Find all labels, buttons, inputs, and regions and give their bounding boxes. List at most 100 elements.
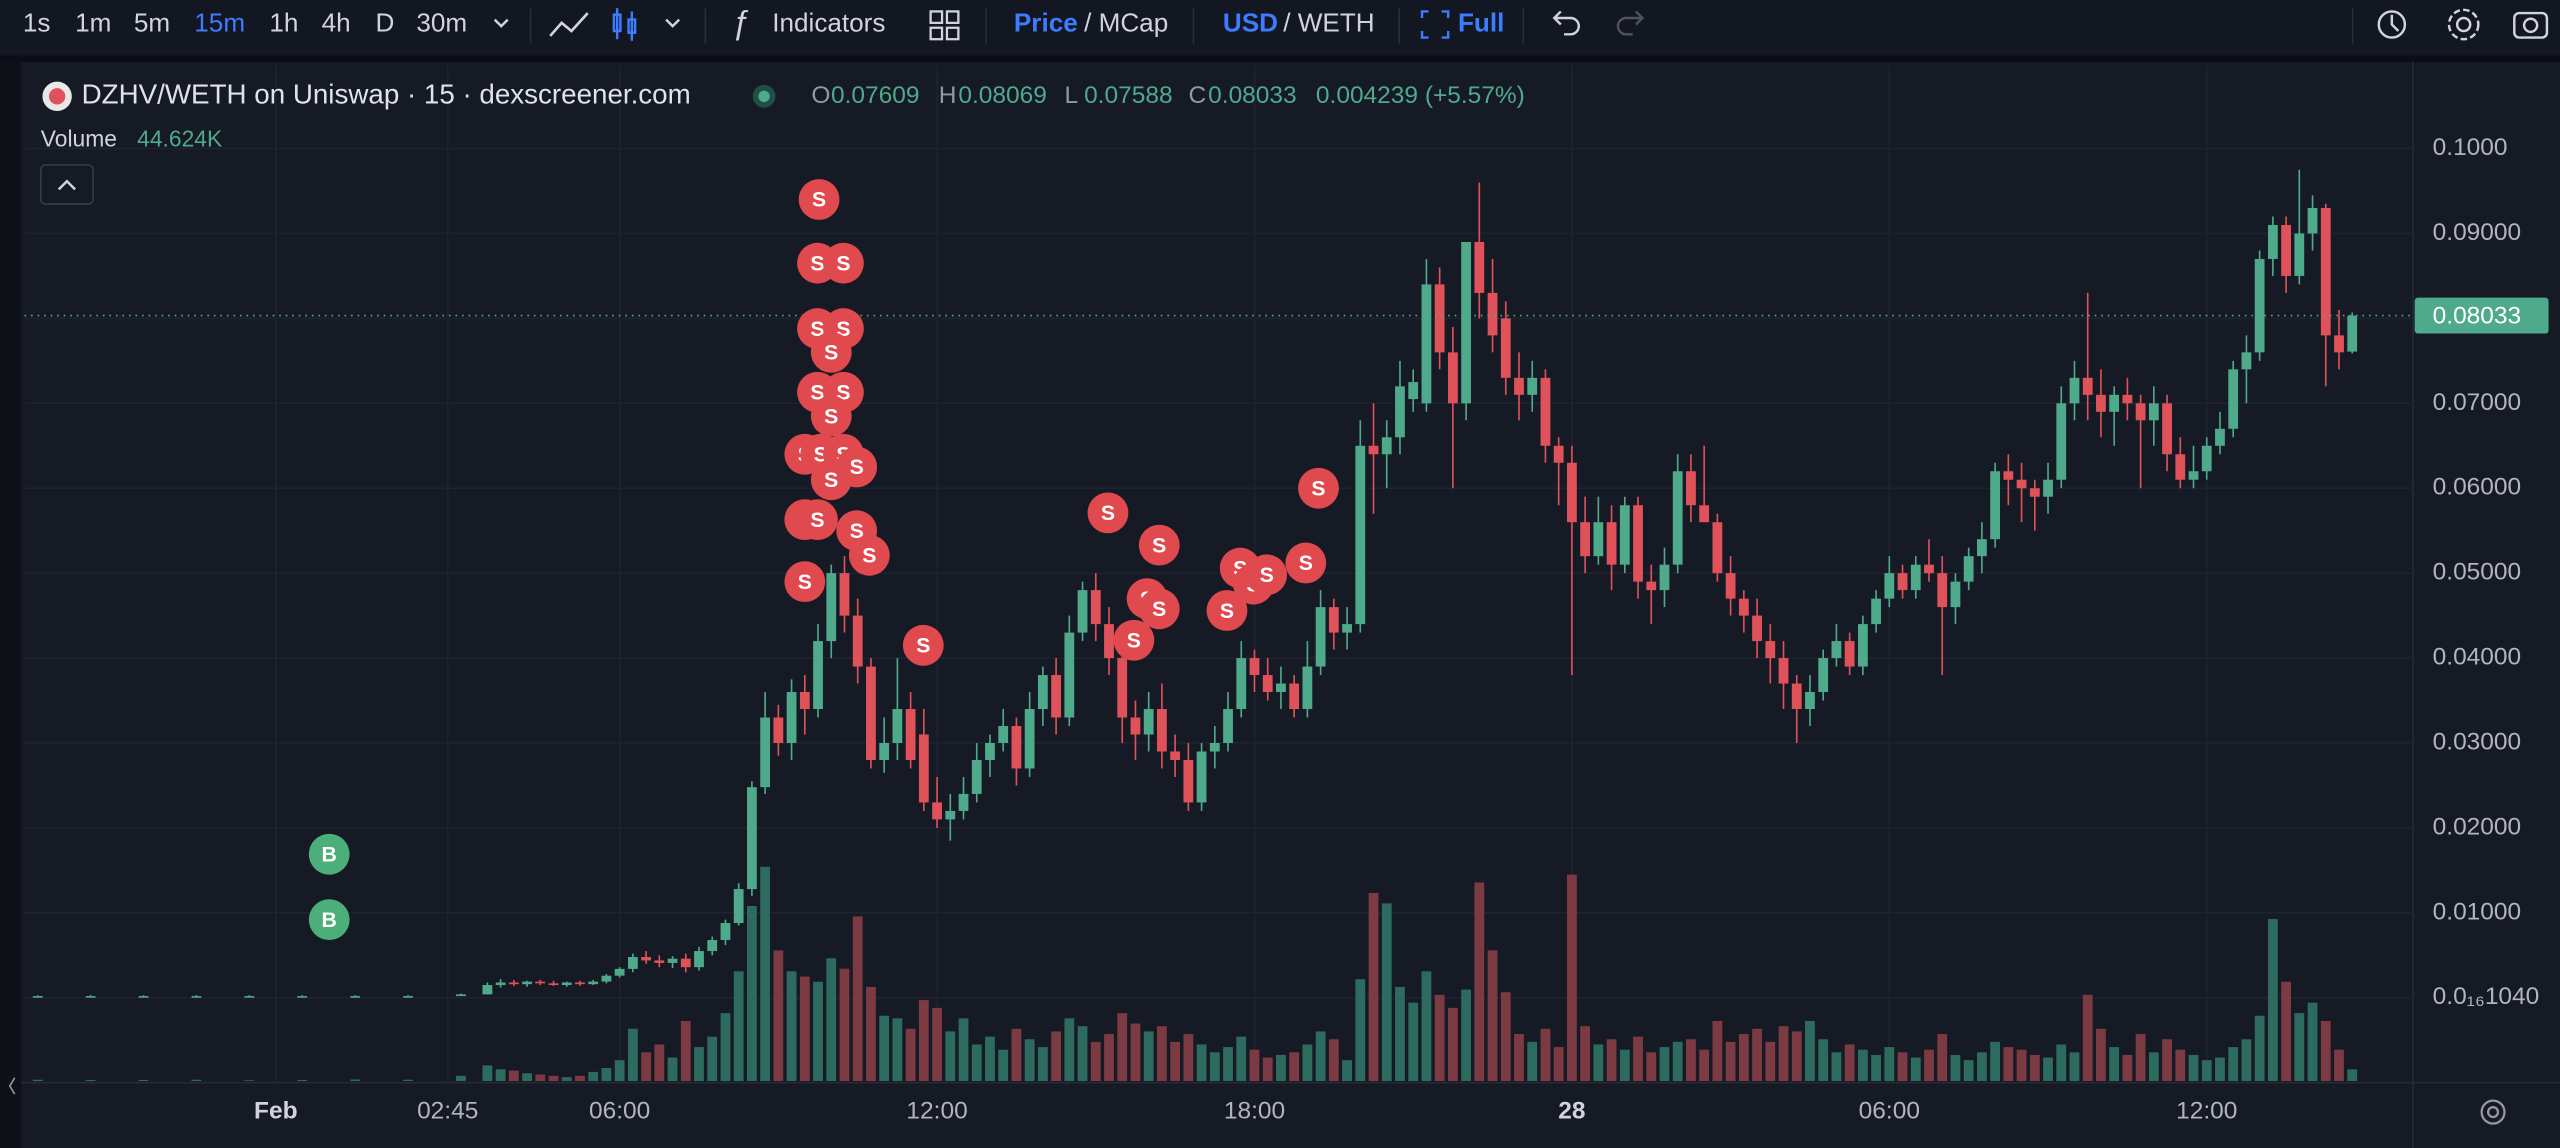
x-tick-label: 06:00 [1859, 1098, 1920, 1125]
interval[interactable]: 1s [23, 7, 51, 37]
volume-bar [1408, 1002, 1419, 1082]
candle-body [561, 982, 572, 986]
price-toggle[interactable]: Price [1014, 7, 1078, 37]
axis-settings-icon[interactable] [2480, 1099, 2506, 1125]
layout-icon[interactable] [929, 10, 960, 41]
weth-toggle[interactable]: / WETH [1283, 7, 1374, 37]
legend: DZHV/WETH on Uniswap · 15 · dexscreener.… [40, 79, 1525, 205]
settings-icon[interactable] [2447, 8, 2480, 41]
candle-body [614, 968, 625, 976]
collapse-button[interactable] [40, 164, 94, 205]
candle-body [680, 958, 691, 968]
status-dot [758, 90, 770, 103]
candle-body [1117, 658, 1128, 718]
volume-bar [839, 968, 850, 1082]
alert-icon[interactable] [2377, 10, 2407, 39]
candle-body [2307, 207, 2318, 234]
mcap-toggle[interactable]: / MCap [1084, 7, 1168, 37]
trade-marker [902, 624, 944, 666]
volume-bar [1037, 1047, 1048, 1082]
volume-bar [1963, 1060, 1974, 1082]
candle-body [1011, 726, 1022, 769]
volume-bar [535, 1074, 546, 1082]
candle-body [2175, 454, 2186, 480]
volume-bar [1633, 1036, 1643, 1082]
volume-bar [958, 1018, 969, 1082]
candle-body [945, 810, 956, 820]
candle-body [1646, 581, 1657, 591]
candle-body [866, 666, 876, 760]
volume-bar [1143, 1031, 1154, 1082]
candle-body [892, 709, 903, 743]
camera-icon[interactable] [2513, 11, 2549, 39]
candle-body [2241, 352, 2252, 370]
candle-body [1157, 709, 1167, 752]
trade-marker-label: S [1152, 534, 1166, 557]
volume-bar [1064, 1018, 1075, 1082]
full-icon[interactable] [1420, 10, 1450, 39]
interval-active[interactable]: 15m [194, 7, 245, 37]
y-tick-label: 0.03000 [2433, 728, 2522, 755]
candle-body [1738, 598, 1749, 616]
candle-icon[interactable] [612, 8, 637, 41]
line-chart-icon[interactable] [549, 12, 589, 37]
candle-body [627, 956, 638, 969]
volume-bar [1077, 1026, 1088, 1082]
volume-bar [694, 1047, 704, 1082]
volume-bar [191, 1079, 202, 1082]
x-tick-label: 06:00 [589, 1098, 650, 1125]
last-price-label: 0.08033 [2433, 303, 2522, 330]
volume-bar [482, 1065, 493, 1082]
volume-bar [892, 1018, 903, 1082]
candle-body [1805, 692, 1815, 710]
dropdown-icon[interactable] [493, 18, 509, 28]
dropdown-icon[interactable] [665, 18, 681, 28]
candle-body [1421, 284, 1432, 404]
interval[interactable]: 30m [416, 7, 467, 37]
candle-body [958, 793, 969, 811]
candle-body [1527, 377, 1538, 395]
undo-icon[interactable] [1552, 10, 1580, 36]
collapse-icon[interactable] [57, 179, 76, 191]
trade-marker [1138, 588, 1180, 630]
indicators-button[interactable]: Indicators [772, 7, 885, 37]
volume-bar [1157, 1026, 1167, 1082]
volume-bar [508, 1070, 519, 1082]
candle-body [1910, 564, 1921, 591]
y-tick-label: 0.04000 [2433, 644, 2522, 671]
expand-icon[interactable] [8, 1077, 16, 1095]
full-button[interactable]: Full [1458, 7, 1504, 37]
trade-marker-label: S [824, 405, 838, 428]
redo-icon[interactable] [1616, 10, 1645, 36]
candle-body [2320, 207, 2331, 336]
trade-marker-label: S [1311, 477, 1325, 500]
volume-bar [1183, 1034, 1194, 1082]
volume-bar [2267, 919, 2278, 1082]
interval[interactable]: 5m [134, 7, 170, 37]
volume-bar [1262, 1057, 1273, 1082]
usd-toggle[interactable]: USD [1223, 7, 1278, 37]
candle-body [2267, 224, 2278, 259]
volume-bar [1805, 1020, 1815, 1082]
volume-bar [1871, 1054, 1881, 1082]
candle-body [1276, 683, 1286, 693]
interval[interactable]: 1m [75, 7, 111, 37]
interval[interactable]: 1h [269, 7, 298, 37]
volume-bar [1514, 1034, 1524, 1082]
fx-icon[interactable]: ƒ [731, 3, 749, 42]
candle-body [1461, 241, 1471, 404]
candle-body [2281, 224, 2291, 276]
candle-body [1395, 386, 1405, 438]
candle-body [852, 615, 863, 667]
interval[interactable]: 4h [322, 7, 351, 37]
volume-bar [2162, 1039, 2172, 1082]
candle-body [1924, 564, 1934, 574]
interval[interactable]: D [376, 7, 395, 37]
candle-body [1064, 632, 1075, 718]
candle-body [2096, 394, 2106, 412]
candle-body [1315, 607, 1326, 667]
candle-body [601, 975, 612, 982]
volume-bar [720, 1013, 731, 1082]
volume-bar [1289, 1052, 1300, 1082]
volume-bar [918, 1000, 929, 1082]
